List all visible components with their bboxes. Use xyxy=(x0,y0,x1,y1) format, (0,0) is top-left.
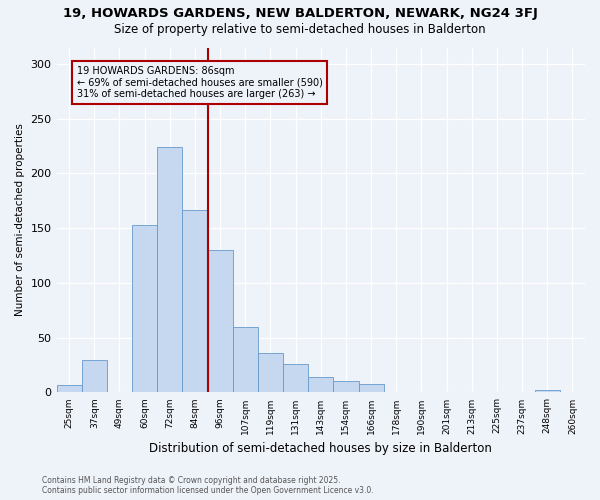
Text: 19 HOWARDS GARDENS: 86sqm
← 69% of semi-detached houses are smaller (590)
31% of: 19 HOWARDS GARDENS: 86sqm ← 69% of semi-… xyxy=(77,66,323,100)
Bar xyxy=(233,326,258,392)
Text: 19, HOWARDS GARDENS, NEW BALDERTON, NEWARK, NG24 3FJ: 19, HOWARDS GARDENS, NEW BALDERTON, NEWA… xyxy=(62,8,538,20)
Bar xyxy=(182,210,208,392)
Y-axis label: Number of semi-detached properties: Number of semi-detached properties xyxy=(15,124,25,316)
Bar xyxy=(82,360,107,392)
Bar xyxy=(308,377,334,392)
Bar xyxy=(334,382,359,392)
Bar xyxy=(258,353,283,393)
Bar xyxy=(283,364,308,392)
Bar xyxy=(157,147,182,392)
Text: Size of property relative to semi-detached houses in Balderton: Size of property relative to semi-detach… xyxy=(114,22,486,36)
Bar xyxy=(132,225,157,392)
Text: Contains HM Land Registry data © Crown copyright and database right 2025.
Contai: Contains HM Land Registry data © Crown c… xyxy=(42,476,374,495)
Bar xyxy=(208,250,233,392)
Bar xyxy=(535,390,560,392)
Bar xyxy=(359,384,383,392)
Bar xyxy=(56,385,82,392)
X-axis label: Distribution of semi-detached houses by size in Balderton: Distribution of semi-detached houses by … xyxy=(149,442,492,455)
